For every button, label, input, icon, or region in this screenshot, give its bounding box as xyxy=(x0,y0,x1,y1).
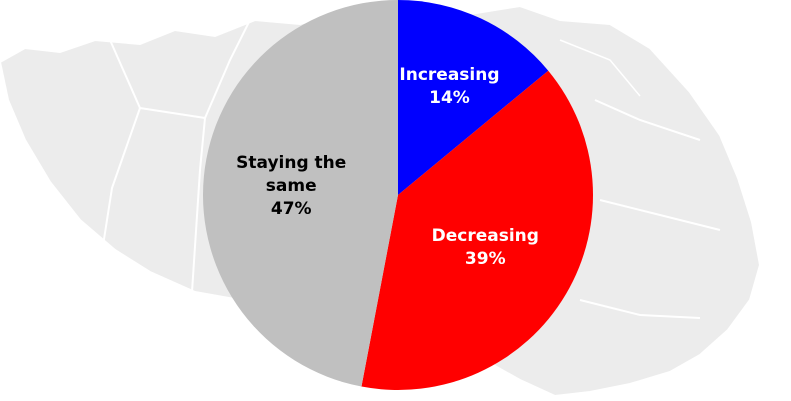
slice-label-staying-the-same: Staying the same 47% xyxy=(236,153,346,219)
pie-slice-staying-the-same xyxy=(202,0,398,387)
slice-label-increasing: Increasing 14% xyxy=(399,65,499,108)
pie-slice-decreasing xyxy=(361,70,594,390)
pie-slice-increasing xyxy=(398,0,549,195)
slice-label-decreasing: Decreasing 39% xyxy=(432,226,539,269)
